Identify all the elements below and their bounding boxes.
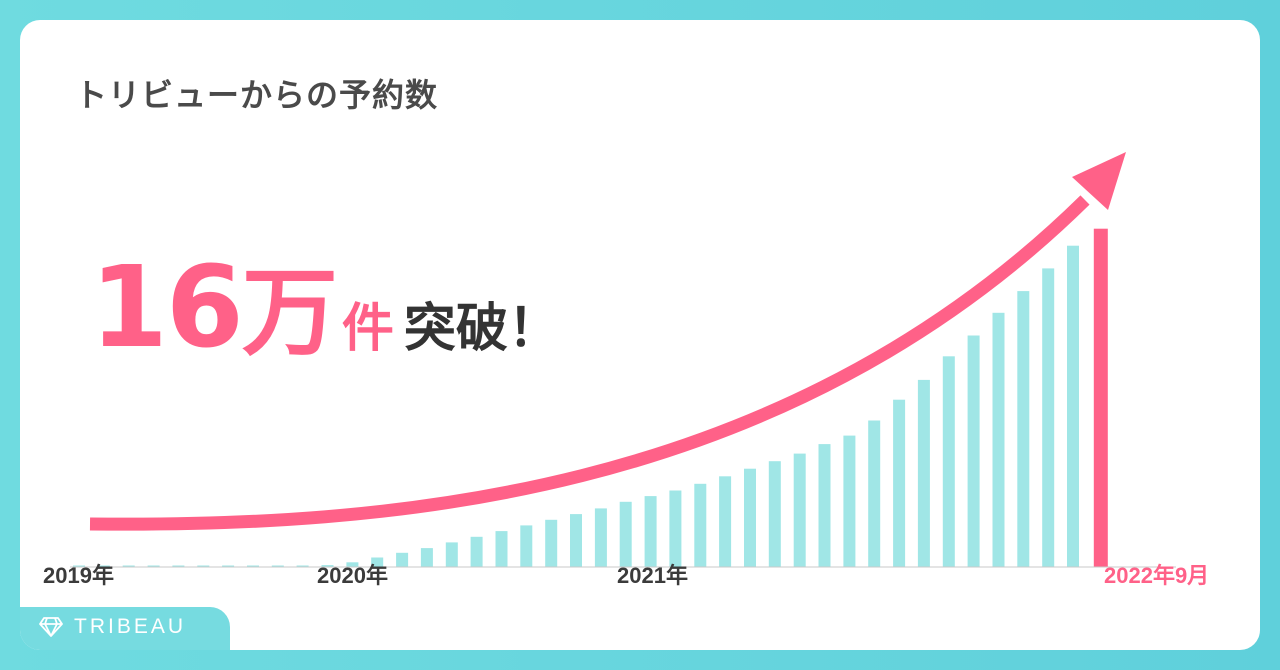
bar — [793, 453, 806, 567]
bar-highlight — [1093, 228, 1108, 567]
bar — [470, 536, 483, 567]
bar — [843, 435, 856, 567]
bar — [669, 490, 682, 567]
headline-number: 16 — [90, 243, 244, 373]
bar — [992, 312, 1005, 567]
bar — [97, 565, 110, 567]
bar — [420, 548, 433, 567]
bar — [744, 468, 756, 567]
arrow-head — [1072, 152, 1126, 210]
bar — [1042, 268, 1055, 567]
headline-unit-man: 万 — [241, 257, 338, 369]
bar — [197, 565, 210, 567]
bar — [719, 476, 732, 567]
x-tick-label: 2020年 — [317, 563, 388, 588]
headline-unit-ken: 件 — [341, 299, 394, 359]
diamond-icon — [39, 617, 63, 637]
trend-arrow — [89, 195, 1090, 531]
bar — [619, 501, 632, 567]
bar — [818, 444, 831, 567]
bars — [73, 228, 1108, 568]
brand-name: TRIBEAU — [74, 615, 187, 638]
bar — [172, 565, 185, 567]
chart-title: トリビューからの予約数 — [75, 76, 439, 114]
bar — [371, 557, 384, 567]
headline-rest: 突破！ — [403, 299, 560, 359]
bar — [967, 335, 980, 567]
bar — [893, 399, 906, 567]
bar — [594, 508, 607, 567]
bar — [868, 420, 881, 567]
bar — [271, 565, 284, 567]
bar — [545, 519, 558, 568]
bar — [147, 565, 160, 567]
bar — [520, 525, 533, 567]
bar — [396, 552, 409, 567]
bar — [694, 483, 707, 567]
bar — [495, 531, 508, 567]
bar — [247, 565, 259, 567]
x-tick-label: 2021年 — [617, 563, 688, 588]
x-tick-label: 2019年 — [43, 563, 114, 588]
bar — [222, 565, 235, 567]
bar — [122, 565, 135, 567]
bar — [346, 562, 359, 567]
bar — [1017, 291, 1030, 567]
brand-tab: TRIBEAU — [20, 607, 230, 650]
bar — [445, 542, 458, 567]
bar — [768, 461, 781, 567]
bar — [644, 496, 657, 567]
headline: 16万件 突破！ — [90, 235, 560, 374]
bar — [570, 514, 582, 567]
bar — [1067, 245, 1079, 567]
x-tick-label: 2022年9月 — [1104, 563, 1210, 588]
bar — [73, 565, 85, 567]
brand-logo: TRIBEAU — [38, 615, 186, 639]
bar — [321, 565, 334, 567]
bar — [296, 565, 309, 567]
bar — [942, 356, 955, 567]
bar — [917, 379, 930, 567]
